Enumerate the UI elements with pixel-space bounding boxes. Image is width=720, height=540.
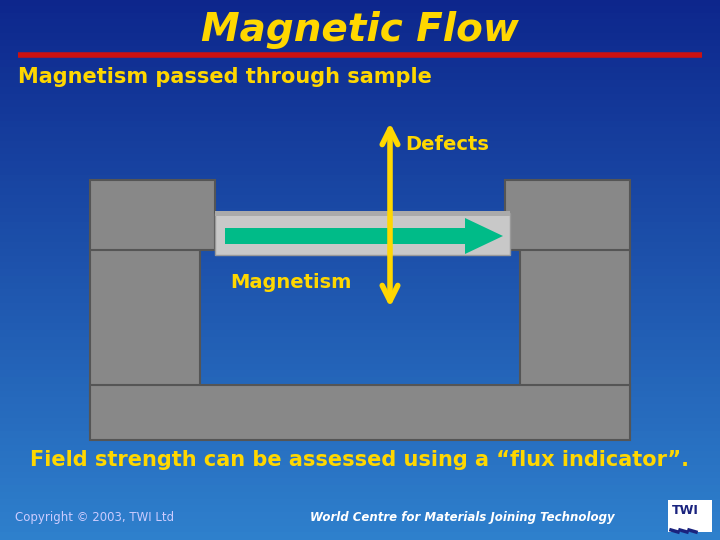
Text: Field strength can be assessed using a “flux indicator”.: Field strength can be assessed using a “…	[30, 450, 690, 470]
Bar	[505, 180, 630, 250]
Bar	[0, 519, 720, 526]
Bar	[0, 417, 720, 426]
Bar	[0, 323, 720, 330]
Bar	[0, 303, 720, 310]
Bar	[0, 134, 720, 141]
Bar	[90, 385, 630, 440]
Bar	[0, 93, 720, 102]
Text: Magnetism passed through sample: Magnetism passed through sample	[18, 67, 432, 87]
Bar	[0, 66, 720, 74]
Bar	[0, 390, 720, 399]
Bar	[0, 411, 720, 418]
Bar	[0, 525, 720, 534]
Bar	[0, 444, 720, 453]
Bar	[0, 46, 720, 54]
Bar	[0, 309, 720, 317]
Bar	[0, 343, 720, 351]
Bar	[0, 215, 720, 222]
Bar	[0, 141, 720, 148]
Bar	[0, 262, 720, 270]
Bar	[0, 532, 720, 540]
Bar	[215, 213, 510, 255]
Bar	[0, 168, 720, 176]
Bar	[225, 228, 465, 244]
Bar	[0, 174, 720, 183]
Bar	[0, 161, 720, 168]
Bar	[0, 478, 720, 486]
Bar	[668, 500, 712, 532]
Bar	[0, 296, 720, 303]
Bar	[0, 269, 720, 276]
Text: World Centre for Materials Joining Technology: World Centre for Materials Joining Techn…	[310, 511, 615, 524]
Polygon shape	[465, 218, 503, 254]
Bar	[0, 154, 720, 162]
Bar	[0, 431, 720, 438]
Bar	[0, 80, 720, 87]
Bar	[0, 363, 720, 372]
Bar	[0, 100, 720, 108]
Bar	[0, 87, 720, 94]
Text: Defects: Defects	[405, 136, 489, 154]
Bar	[0, 181, 720, 189]
Bar	[0, 336, 720, 345]
Bar	[0, 370, 720, 378]
Bar	[0, 498, 720, 507]
Bar	[0, 505, 720, 513]
Bar	[0, 120, 720, 128]
Bar	[0, 289, 720, 297]
Bar	[0, 492, 720, 500]
Bar	[0, 485, 720, 492]
Bar	[0, 330, 720, 338]
Bar	[0, 249, 720, 256]
Bar	[0, 114, 720, 122]
Text: TWI: TWI	[672, 503, 699, 516]
Bar	[0, 404, 720, 411]
Bar	[0, 201, 720, 209]
Bar	[0, 357, 720, 364]
Text: Copyright © 2003, TWI Ltd: Copyright © 2003, TWI Ltd	[15, 511, 174, 524]
Bar	[0, 228, 720, 237]
Bar	[0, 377, 720, 384]
Text: Magnetism: Magnetism	[230, 273, 351, 292]
Bar	[0, 53, 720, 60]
Bar	[0, 26, 720, 33]
Bar	[0, 451, 720, 459]
Bar	[0, 350, 720, 357]
Bar	[0, 282, 720, 291]
Bar	[0, 242, 720, 249]
Bar	[0, 73, 720, 81]
Bar	[0, 222, 720, 230]
Bar	[0, 33, 720, 40]
Bar	[520, 235, 630, 430]
Bar	[0, 19, 720, 27]
Bar	[0, 188, 720, 195]
Bar	[0, 384, 720, 392]
Bar	[0, 127, 720, 135]
Bar	[0, 424, 720, 432]
Bar	[0, 195, 720, 202]
Bar	[0, 6, 720, 14]
Bar	[0, 235, 720, 243]
Bar	[0, 255, 720, 263]
Bar	[0, 12, 720, 20]
Bar	[0, 147, 720, 156]
Bar	[0, 0, 720, 6]
Bar	[0, 471, 720, 480]
Text: Magnetic Flow: Magnetic Flow	[201, 11, 519, 49]
Bar	[0, 60, 720, 68]
Bar	[0, 397, 720, 405]
Bar	[215, 211, 510, 216]
Bar	[0, 276, 720, 284]
Bar	[90, 235, 200, 430]
Bar	[0, 465, 720, 472]
Bar	[0, 107, 720, 115]
Bar	[0, 458, 720, 465]
Bar	[0, 316, 720, 324]
Bar	[0, 512, 720, 519]
Bar	[0, 438, 720, 446]
Bar	[0, 208, 720, 216]
Bar	[90, 180, 215, 250]
Bar	[0, 39, 720, 47]
